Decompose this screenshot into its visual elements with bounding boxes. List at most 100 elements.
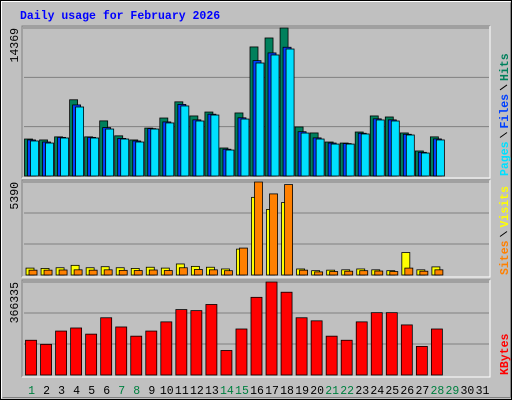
bar [118, 269, 128, 276]
bar [255, 62, 265, 177]
bar [344, 270, 354, 276]
bar [375, 119, 385, 177]
bar [135, 141, 145, 177]
x-tick-label: 29 [446, 385, 460, 398]
bar [133, 270, 143, 276]
bar [193, 269, 203, 276]
bar [210, 114, 220, 177]
x-tick-label: 12 [190, 385, 204, 398]
legend-label: Sites [499, 240, 512, 275]
bar [345, 143, 355, 177]
bar [45, 142, 54, 177]
bar [190, 310, 203, 376]
bar [299, 269, 308, 276]
bar [148, 269, 158, 276]
x-tick-label: 6 [103, 385, 110, 398]
bar [405, 134, 415, 177]
bar [85, 333, 98, 376]
bar [40, 343, 52, 376]
legend-separator [499, 231, 508, 237]
x-tick-label: 17 [265, 385, 279, 398]
x-tick-label: 4 [73, 385, 80, 398]
bar [269, 193, 278, 276]
bar [404, 267, 414, 276]
x-tick-label: 13 [205, 385, 219, 398]
bar [284, 184, 293, 276]
bar [28, 269, 38, 276]
panel-bevel [22, 280, 491, 378]
bar [434, 269, 444, 276]
bar [250, 296, 263, 376]
bar [30, 140, 39, 177]
x-tick-label: 2 [43, 385, 50, 398]
bar [103, 269, 113, 276]
bar [385, 312, 398, 376]
x-tick-label: 15 [235, 385, 249, 398]
x-tick-label: 1 [28, 385, 35, 398]
bar [374, 270, 384, 276]
y-tick-label: 14369 [9, 28, 22, 63]
bar [315, 138, 325, 177]
x-tick-label: 22 [340, 385, 354, 398]
bar [224, 270, 233, 276]
bar [430, 328, 443, 376]
bar [310, 320, 323, 376]
x-tick-label: 10 [160, 385, 174, 398]
bar [175, 309, 188, 376]
x-tick-label: 3 [58, 385, 65, 398]
bar [225, 149, 235, 177]
bar [178, 267, 188, 276]
legend-label: Visits [499, 186, 512, 228]
bar [88, 269, 98, 276]
bar [105, 128, 115, 177]
bar [355, 321, 368, 376]
bar [25, 339, 37, 376]
bar [75, 106, 85, 177]
bar [300, 132, 310, 177]
x-tick-label: 30 [461, 385, 475, 398]
legend-separator [499, 132, 508, 138]
x-tick-label: 11 [175, 385, 189, 398]
y-tick-label: 366335 [9, 282, 22, 324]
y-tick-label: 5390 [9, 182, 22, 210]
bar [180, 105, 190, 177]
chart-title: Daily usage for February 2026 [20, 10, 220, 23]
bar [130, 335, 143, 376]
bar [195, 120, 205, 177]
bar [160, 321, 173, 376]
x-tick-label: 28 [430, 385, 444, 398]
bar [240, 118, 250, 177]
bar [420, 152, 430, 177]
bar [100, 317, 113, 376]
panel-bevel [21, 179, 490, 277]
bar [419, 270, 429, 276]
x-tick-label: 5 [88, 385, 95, 398]
panel-bevel [22, 26, 491, 179]
bar [435, 139, 445, 177]
x-tick-label: 18 [280, 385, 294, 398]
x-tick-label: 31 [476, 385, 490, 398]
bar [150, 128, 160, 177]
bar [314, 271, 324, 276]
panel-bevel [21, 279, 490, 377]
bar [390, 120, 400, 177]
bar [360, 133, 370, 177]
legend-label: Hits [499, 53, 512, 81]
panel-bevel [21, 25, 490, 178]
bar [120, 138, 130, 177]
bar [285, 48, 295, 177]
bar [280, 291, 293, 376]
bar [55, 330, 67, 376]
panel-bevel [22, 180, 491, 278]
bar [270, 54, 280, 177]
bar [205, 304, 218, 376]
x-tick-label: 25 [385, 385, 399, 398]
x-tick-label: 14 [220, 385, 234, 398]
legend-label: Pages [499, 141, 512, 176]
bar [295, 317, 308, 376]
bar [370, 312, 383, 376]
x-tick-label: 19 [295, 385, 309, 398]
